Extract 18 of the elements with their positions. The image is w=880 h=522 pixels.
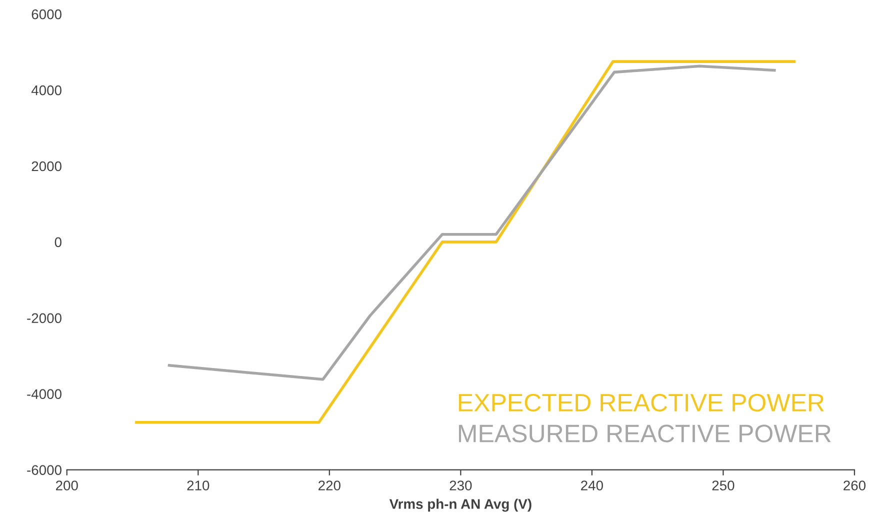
y-tick-label: 0 [54,237,62,248]
y-tick-label: -4000 [27,389,62,400]
y-tick-label: 2000 [32,161,62,172]
y-tick-label: 4000 [31,85,62,96]
x-tick-label: 200 [56,480,78,490]
x-tick-label: 260 [844,480,866,490]
x-tick-label: 240 [581,480,603,490]
text: MEASURED REACTIVE POWER [458,424,831,442]
x-tick-label: 230 [450,480,472,490]
y-tick-label: -6000 [27,465,62,475]
x-tick-label: 220 [318,480,340,490]
text: EXPECTED REACTIVE POWER [458,394,824,412]
x-axis-title: Vrms ph-n AN Avg (V) [389,498,532,512]
y-tick-label: -2000 [27,313,62,324]
x-tick-label: 250 [712,480,734,490]
line-series [168,64,776,381]
x-tick-label: 210 [187,480,210,490]
y-tick-label: 6000 [32,9,62,20]
